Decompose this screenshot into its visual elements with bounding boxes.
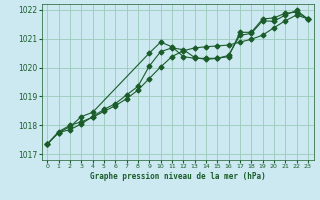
X-axis label: Graphe pression niveau de la mer (hPa): Graphe pression niveau de la mer (hPa): [90, 172, 266, 181]
